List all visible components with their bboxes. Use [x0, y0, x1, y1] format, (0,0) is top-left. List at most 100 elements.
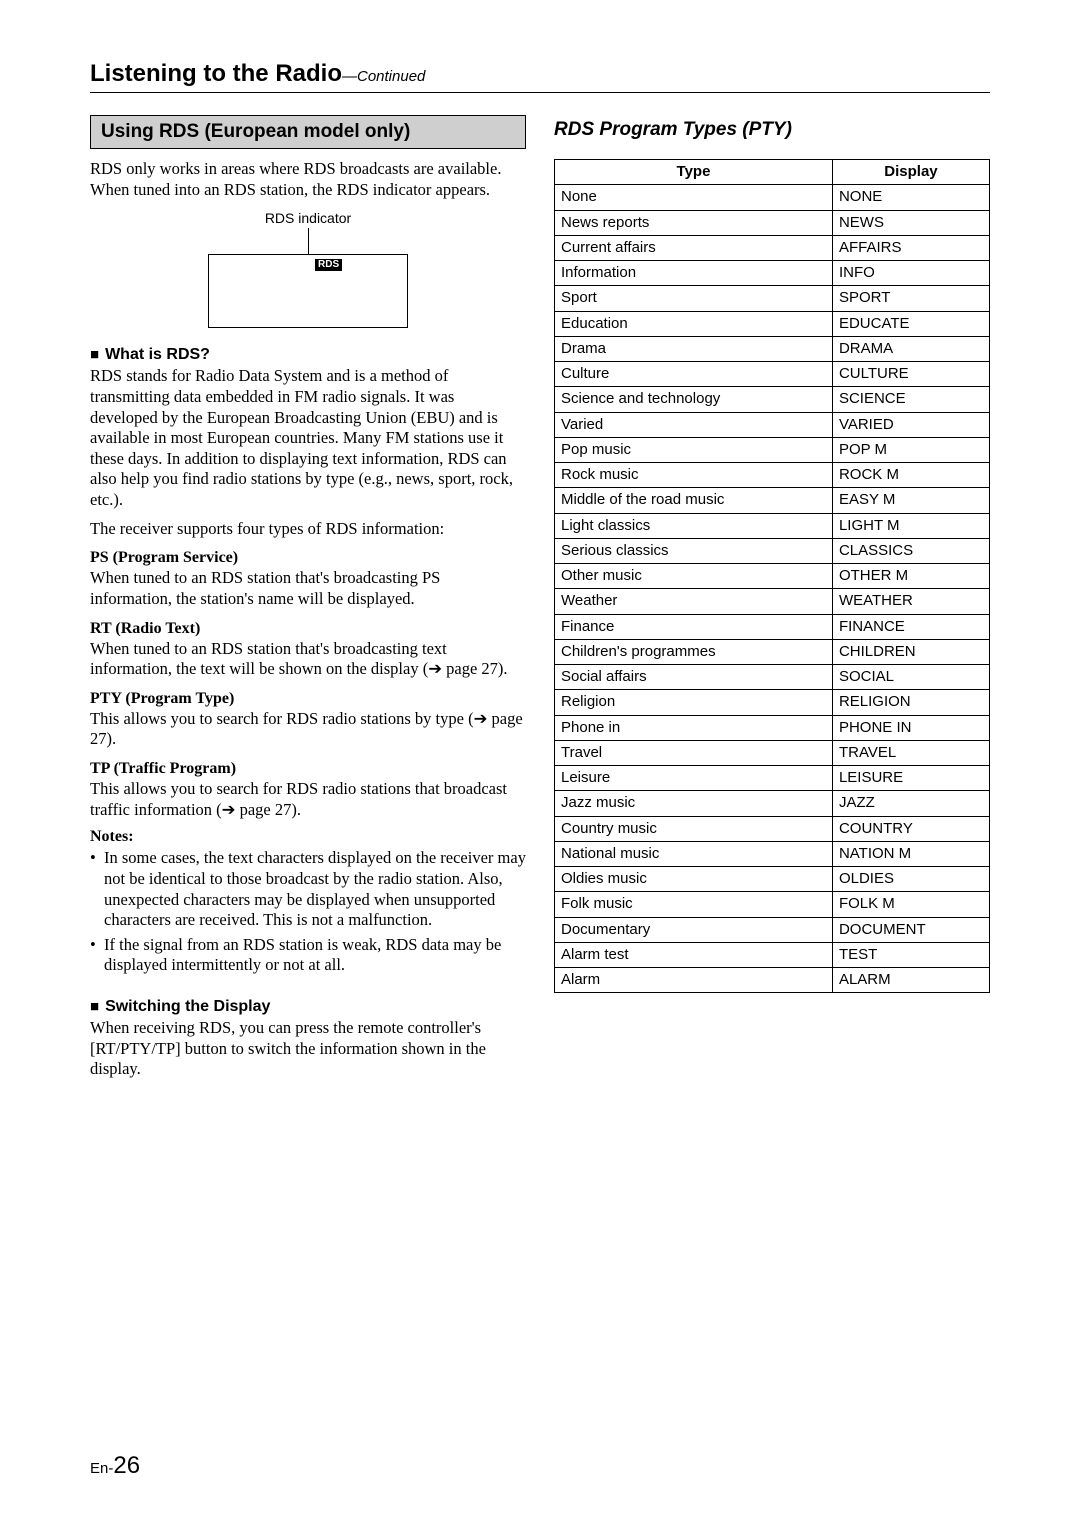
cell-type: Oldies music	[555, 867, 833, 892]
subheading-switching-display: ■ Switching the Display	[90, 998, 526, 1016]
note-item: If the signal from an RDS station is wea…	[104, 935, 526, 976]
cell-type: Information	[555, 261, 833, 286]
diagram-pointer-line	[308, 228, 309, 254]
page-title: Listening to the Radio—Continued	[90, 60, 990, 93]
table-row: Pop musicPOP M	[555, 437, 990, 462]
cell-display: LEISURE	[832, 766, 989, 791]
cell-display: CHILDREN	[832, 639, 989, 664]
pty-title: PTY (Program Type)	[90, 690, 234, 707]
square-bullet-icon: ■	[90, 346, 99, 363]
page-title-continued: —Continued	[342, 68, 425, 85]
subheading-text: What is RDS?	[105, 346, 210, 363]
table-row: Jazz musicJAZZ	[555, 791, 990, 816]
table-row: InformationINFO	[555, 261, 990, 286]
cell-display: VARIED	[832, 412, 989, 437]
table-row: LeisureLEISURE	[555, 766, 990, 791]
cell-type: Current affairs	[555, 235, 833, 260]
cell-display: TEST	[832, 942, 989, 967]
cell-type: None	[555, 185, 833, 210]
table-row: Children's programmesCHILDREN	[555, 639, 990, 664]
table-row: Folk musicFOLK M	[555, 892, 990, 917]
table-row: CultureCULTURE	[555, 362, 990, 387]
table-row: VariedVARIED	[555, 412, 990, 437]
cell-display: DOCUMENT	[832, 917, 989, 942]
cell-type: Leisure	[555, 766, 833, 791]
rt-title: RT (Radio Text)	[90, 620, 200, 637]
table-row: Middle of the road musicEASY M	[555, 488, 990, 513]
ps-body: When tuned to an RDS station that's broa…	[90, 568, 440, 608]
square-bullet-icon: ■	[90, 998, 99, 1015]
cell-type: Culture	[555, 362, 833, 387]
col-header-display: Display	[832, 160, 989, 185]
table-row: Alarm testTEST	[555, 942, 990, 967]
table-row: WeatherWEATHER	[555, 589, 990, 614]
cell-type: Weather	[555, 589, 833, 614]
cell-type: Folk music	[555, 892, 833, 917]
cell-display: PHONE IN	[832, 715, 989, 740]
subheading-text: Switching the Display	[105, 998, 270, 1015]
cell-type: Finance	[555, 614, 833, 639]
what-is-body: RDS stands for Radio Data System and is …	[90, 366, 526, 510]
cell-display: ROCK M	[832, 463, 989, 488]
pty-block: PTY (Program Type) This allows you to se…	[90, 688, 526, 750]
cell-type: Children's programmes	[555, 639, 833, 664]
tp-title: TP (Traffic Program)	[90, 760, 236, 777]
page-number: En-26	[90, 1452, 140, 1480]
cell-display: NEWS	[832, 210, 989, 235]
cell-display: WEATHER	[832, 589, 989, 614]
cell-display: NATION M	[832, 841, 989, 866]
diagram-label: RDS indicator	[90, 210, 526, 226]
cell-display: ALARM	[832, 968, 989, 993]
cell-type: News reports	[555, 210, 833, 235]
cell-type: Drama	[555, 336, 833, 361]
table-row: Rock musicROCK M	[555, 463, 990, 488]
cell-type: Religion	[555, 690, 833, 715]
ps-title: PS (Program Service)	[90, 549, 238, 566]
table-row: DramaDRAMA	[555, 336, 990, 361]
cell-type: Serious classics	[555, 538, 833, 563]
table-row: EducationEDUCATE	[555, 311, 990, 336]
page-title-main: Listening to the Radio	[90, 60, 342, 87]
cell-display: SCIENCE	[832, 387, 989, 412]
rt-body: When tuned to an RDS station that's broa…	[90, 639, 508, 679]
cell-display: SOCIAL	[832, 665, 989, 690]
table-row: Other musicOTHER M	[555, 564, 990, 589]
cell-type: Social affairs	[555, 665, 833, 690]
cell-type: Light classics	[555, 513, 833, 538]
cell-display: CULTURE	[832, 362, 989, 387]
supports-line: The receiver supports four types of RDS …	[90, 519, 526, 540]
cell-type: Phone in	[555, 715, 833, 740]
ps-block: PS (Program Service) When tuned to an RD…	[90, 547, 526, 609]
cell-type: Rock music	[555, 463, 833, 488]
cell-display: RELIGION	[832, 690, 989, 715]
cell-type: Pop music	[555, 437, 833, 462]
table-header-row: Type Display	[555, 160, 990, 185]
cell-display: INFO	[832, 261, 989, 286]
tp-body: This allows you to search for RDS radio …	[90, 779, 507, 819]
cell-type: Alarm	[555, 968, 833, 993]
cell-display: CLASSICS	[832, 538, 989, 563]
left-column: Using RDS (European model only) RDS only…	[90, 115, 526, 1088]
pty-table-body: NoneNONENews reportsNEWSCurrent affairsA…	[555, 185, 990, 993]
cell-display: OLDIES	[832, 867, 989, 892]
cell-display: SPORT	[832, 286, 989, 311]
table-row: Science and technologySCIENCE	[555, 387, 990, 412]
table-row: Phone inPHONE IN	[555, 715, 990, 740]
cell-type: Sport	[555, 286, 833, 311]
table-row: Oldies musicOLDIES	[555, 867, 990, 892]
cell-display: JAZZ	[832, 791, 989, 816]
cell-display: FINANCE	[832, 614, 989, 639]
table-row: FinanceFINANCE	[555, 614, 990, 639]
page-prefix: En-	[90, 1460, 113, 1477]
table-row: AlarmALARM	[555, 968, 990, 993]
table-row: Social affairsSOCIAL	[555, 665, 990, 690]
content-columns: Using RDS (European model only) RDS only…	[90, 115, 990, 1088]
section-heading-rds: Using RDS (European model only)	[90, 115, 526, 149]
display-box: RDS	[208, 254, 408, 328]
right-column: RDS Program Types (PTY) Type Display Non…	[554, 115, 990, 1088]
table-row: ReligionRELIGION	[555, 690, 990, 715]
tp-block: TP (Traffic Program) This allows you to …	[90, 758, 526, 820]
cell-type: Varied	[555, 412, 833, 437]
cell-display: DRAMA	[832, 336, 989, 361]
cell-display: LIGHT M	[832, 513, 989, 538]
